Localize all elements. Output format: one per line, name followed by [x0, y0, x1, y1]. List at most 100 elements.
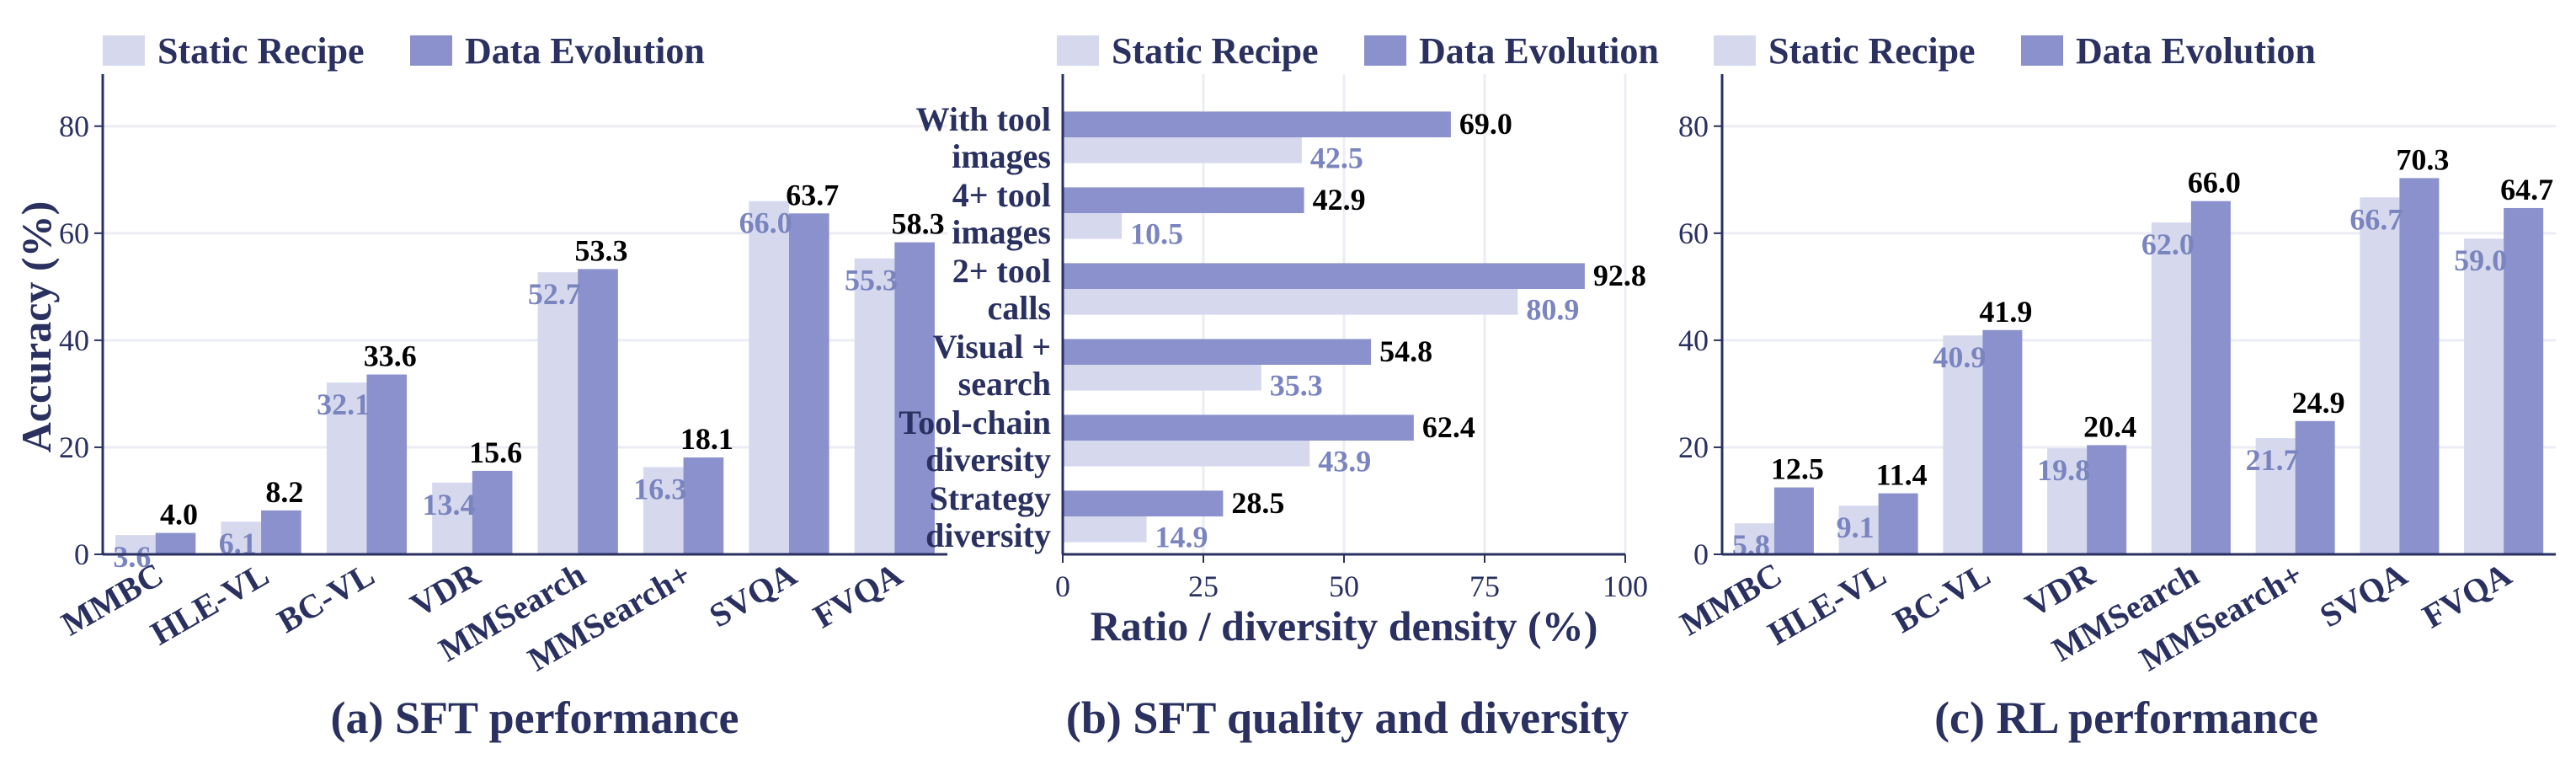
data-label-evolution: 12.5 — [1771, 452, 1824, 486]
y-category-label-line1: With tool — [916, 100, 1051, 138]
data-label-static: 16.3 — [633, 472, 686, 505]
bar-static — [537, 272, 579, 554]
bar-evolution — [894, 242, 935, 554]
chart-panel-c: 0204060805.812.5MMBC9.111.4HLE-VL40.941.… — [1673, 30, 2556, 743]
data-label-static: 19.8 — [2037, 453, 2090, 487]
bar-evolution — [261, 510, 301, 554]
y-tick-label: 40 — [59, 324, 89, 357]
x-category-label: FVQA — [807, 555, 909, 636]
y-category-label-line2: images — [952, 137, 1051, 175]
x-category-label: BC-VL — [271, 555, 381, 640]
legend-label-evolution: Data Evolution — [1419, 30, 1659, 72]
bar-static — [749, 201, 789, 555]
panel-caption: (b) SFT quality and diversity — [1066, 692, 1629, 743]
y-tick-label: 60 — [59, 217, 89, 250]
bar-static — [1063, 289, 1518, 315]
y-category-label-line2: search — [958, 365, 1051, 403]
bar-evolution — [1063, 187, 1304, 213]
legend-label-evolution: Data Evolution — [2076, 30, 2316, 72]
y-category-label-line2: calls — [987, 289, 1051, 327]
y-category-label-line1: Visual + — [933, 328, 1051, 366]
bar-evolution — [1982, 329, 2023, 554]
bar-static — [1063, 441, 1310, 467]
y-tick-label: 0 — [1693, 537, 1709, 571]
data-label-static: 62.0 — [2141, 227, 2195, 261]
data-label-static: 35.3 — [1270, 369, 1323, 403]
bar-evolution — [366, 374, 408, 554]
bar-static — [221, 521, 262, 554]
y-tick-label: 80 — [1678, 110, 1709, 143]
bar-evolution — [2295, 420, 2335, 554]
legend-swatch-static — [1057, 35, 1099, 66]
y-category-label-line2: images — [952, 213, 1051, 251]
data-label-static: 10.5 — [1130, 217, 1183, 251]
x-axis-title: Ratio / diversity density (%) — [1091, 602, 1598, 650]
legend-label-static: Static Recipe — [1112, 30, 1319, 72]
data-label-static: 42.5 — [1310, 142, 1363, 175]
data-label-static: 40.9 — [1933, 340, 1986, 374]
data-label-static: 13.4 — [422, 488, 475, 521]
y-tick-label: 0 — [74, 537, 89, 571]
data-label-static: 66.0 — [739, 206, 792, 240]
data-label-evolution: 58.3 — [892, 207, 945, 241]
bar-static — [1063, 137, 1302, 163]
y-tick-label: 20 — [59, 430, 89, 464]
y-axis-title: Accuracy (%) — [13, 201, 60, 453]
bar-static — [1943, 335, 1983, 554]
x-tick-label: 0 — [1055, 569, 1070, 603]
data-label-static: 80.9 — [1526, 293, 1579, 327]
y-category-label-line2: diversity — [925, 516, 1051, 554]
data-label-evolution: 53.3 — [575, 233, 628, 267]
data-label-evolution: 33.6 — [364, 340, 417, 373]
y-tick-label: 60 — [1678, 217, 1709, 250]
bar-static — [1063, 516, 1147, 543]
data-label-static: 14.9 — [1155, 521, 1208, 554]
x-tick-label: 100 — [1603, 569, 1648, 603]
x-tick-label: 75 — [1469, 569, 1500, 603]
data-label-evolution: 18.1 — [680, 422, 733, 456]
legend-label-static: Static Recipe — [1768, 30, 1976, 72]
bar-evolution — [155, 532, 196, 554]
y-category-label-line1: Strategy — [930, 479, 1051, 517]
bar-static — [2151, 222, 2191, 554]
x-tick-label: 25 — [1188, 569, 1219, 603]
data-label-static: 21.7 — [2246, 443, 2299, 477]
x-category-label: SVQA — [2313, 555, 2413, 635]
data-label-static: 32.1 — [317, 388, 370, 421]
data-label-static: 5.8 — [1732, 528, 1770, 562]
data-label-static: 52.7 — [528, 277, 581, 311]
data-label-evolution: 70.3 — [2396, 142, 2449, 176]
data-label-evolution: 54.8 — [1379, 334, 1432, 368]
bar-static — [1063, 365, 1261, 391]
x-category-label: SVQA — [703, 555, 803, 635]
legend-label-static: Static Recipe — [157, 30, 365, 72]
legend-swatch-static — [1714, 35, 1756, 66]
data-label-static: 66.7 — [2349, 202, 2403, 236]
y-tick-label: 40 — [1678, 324, 1709, 357]
bar-static — [1063, 213, 1123, 239]
panel-caption: (a) SFT performance — [331, 692, 739, 743]
legend-swatch-evolution — [2021, 35, 2063, 66]
data-label-evolution: 8.2 — [265, 475, 303, 509]
bar-static — [115, 535, 156, 554]
legend-swatch-evolution — [1364, 35, 1406, 66]
bar-evolution — [1063, 263, 1585, 289]
data-label-evolution: 15.6 — [469, 436, 522, 469]
y-category-label-line1: Tool-chain — [899, 404, 1051, 441]
data-label-evolution: 28.5 — [1231, 486, 1284, 520]
bar-evolution — [2190, 201, 2231, 555]
y-tick-label: 20 — [1678, 430, 1709, 464]
data-label-evolution: 20.4 — [2083, 409, 2136, 443]
bar-evolution — [1878, 493, 1918, 554]
data-label-evolution: 11.4 — [1876, 458, 1928, 492]
bar-evolution — [2399, 178, 2440, 554]
x-category-label: BC-VL — [1887, 555, 1997, 640]
data-label-evolution: 41.9 — [1979, 295, 2032, 329]
data-label-evolution: 66.0 — [2188, 166, 2241, 200]
bar-evolution — [1063, 414, 1414, 441]
chart-panel-a: 0204060803.64.0MMBC6.18.2HLE-VL32.133.6B… — [13, 30, 947, 743]
bar-evolution — [788, 213, 829, 555]
